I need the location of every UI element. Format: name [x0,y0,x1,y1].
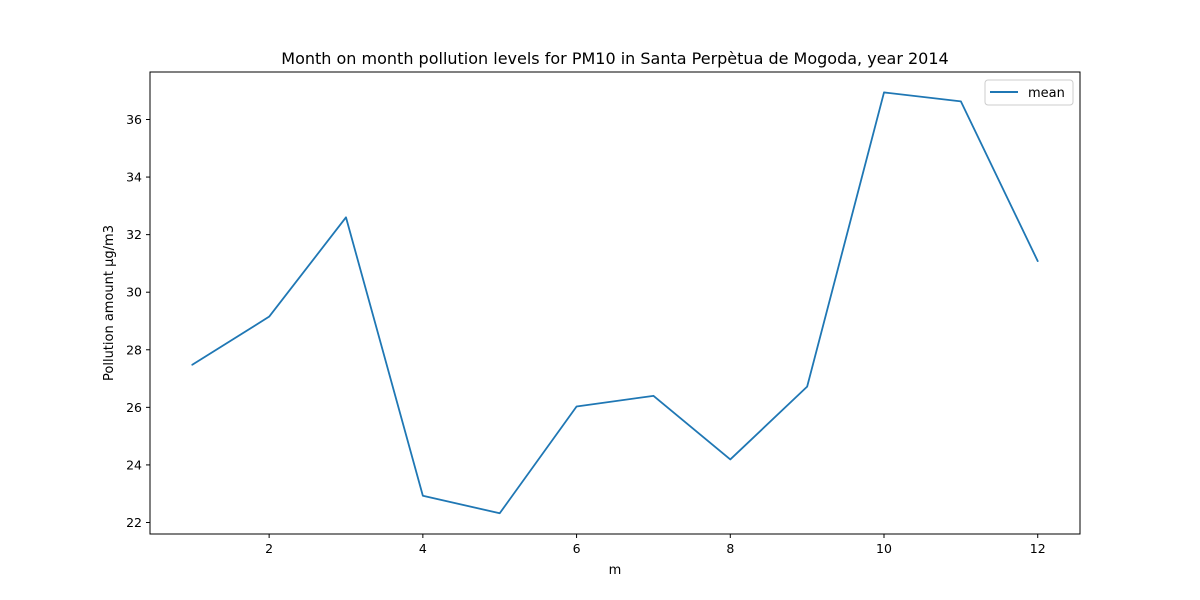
y-tick-label: 26 [126,400,142,415]
x-tick-label: 2 [265,541,273,556]
y-tick-label: 36 [126,112,142,127]
plot-frame [149,71,1081,535]
legend: mean [984,79,1074,106]
x-tick-label: 12 [1030,541,1046,556]
x-axis-label: m [609,563,622,578]
y-axis-ticks: 22 24 26 28 30 32 34 36 [126,112,150,530]
y-tick-label: 30 [126,285,142,300]
y-tick-label: 32 [126,227,142,242]
y-tick-label: 22 [126,515,142,530]
y-axis-label: Pollution amount µg/m3 [102,225,117,381]
x-axis-ticks: 2 4 6 8 10 12 [265,534,1046,556]
y-tick-label: 24 [126,457,142,472]
x-tick-label: 4 [419,541,427,556]
x-tick-label: 6 [573,541,581,556]
x-tick-label: 8 [726,541,734,556]
x-tick-label: 10 [876,541,892,556]
legend-box [984,79,1074,106]
series-layer [191,91,1039,515]
series-line-mean [191,91,1039,515]
y-tick-label: 28 [126,342,142,357]
plot-area [149,71,1081,535]
chart-title: Month on month pollution levels for PM10… [281,49,948,68]
legend-label-mean: mean [1028,86,1065,101]
y-tick-label: 34 [126,170,142,185]
